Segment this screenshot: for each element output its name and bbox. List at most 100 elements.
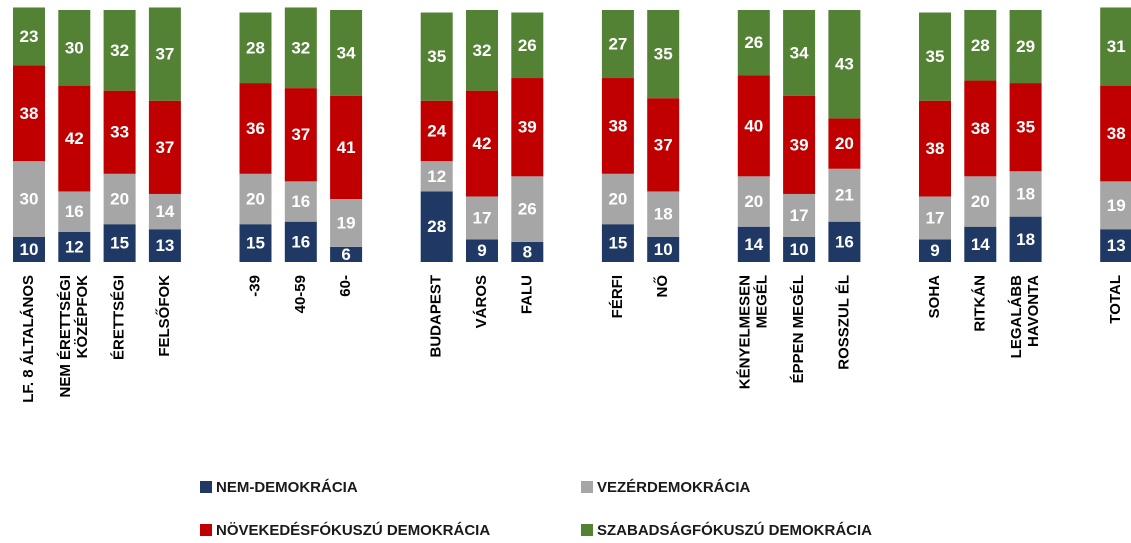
data-label: 28 — [971, 36, 990, 55]
bar-segment — [13, 161, 45, 237]
data-label: 15 — [608, 234, 627, 253]
x-tick-label: 60- — [337, 275, 354, 297]
x-tick-label: -39 — [246, 275, 263, 297]
bar-segment — [1100, 85, 1131, 182]
bar-segment — [103, 10, 136, 91]
data-label: 10 — [20, 240, 39, 259]
data-label: 17 — [790, 206, 809, 225]
data-label: 9 — [930, 241, 939, 260]
bar-segment — [964, 176, 997, 227]
data-label: 32 — [473, 41, 492, 60]
data-label: 41 — [337, 138, 356, 157]
bar-segment — [284, 221, 317, 262]
data-label: 24 — [427, 121, 446, 140]
bar-segment — [466, 10, 498, 91]
data-label: 30 — [20, 189, 39, 208]
x-tick-label: 40-59 — [292, 275, 309, 313]
data-label: 38 — [608, 116, 627, 135]
data-label: 17 — [926, 208, 945, 227]
bar-segment — [511, 78, 544, 177]
bar-segment — [148, 100, 181, 194]
data-label: 16 — [291, 232, 310, 251]
data-label: 34 — [337, 43, 356, 62]
data-label: 32 — [291, 38, 310, 57]
bar-segment — [964, 80, 997, 177]
bar-segment — [330, 95, 363, 199]
bar-segment — [601, 10, 634, 79]
data-label: 35 — [427, 47, 446, 66]
bar-segment — [1009, 171, 1042, 217]
data-label: 26 — [744, 33, 763, 52]
data-label: 14 — [971, 235, 990, 254]
data-label: 31 — [1107, 37, 1126, 56]
bar-segment — [1009, 216, 1042, 262]
data-label: 26 — [518, 200, 537, 219]
legend-label: NÖVEKEDÉSFÓKUSZÚ DEMOKRÁCIA — [216, 521, 490, 538]
data-label: 35 — [926, 47, 945, 66]
bar-segment — [601, 173, 634, 225]
x-tick-label: FELSŐFOK — [155, 275, 173, 357]
x-tick-label: SOHA — [926, 275, 943, 319]
legend-swatch — [581, 481, 593, 493]
x-tick-label: RITKÁN — [971, 275, 988, 332]
data-label: 27 — [608, 35, 627, 54]
data-label: 8 — [523, 242, 532, 261]
bar-segment — [466, 196, 498, 240]
bar-segment — [58, 10, 91, 86]
data-label: 20 — [835, 134, 854, 153]
x-tick-label: NEM ÉRETTSÉGIKÖZÉPFOK — [57, 275, 91, 398]
data-label: 26 — [518, 36, 537, 55]
data-label: 38 — [971, 119, 990, 138]
bar-segment — [58, 85, 91, 192]
x-tick-label: BUDAPEST — [428, 275, 445, 358]
x-tick-label: KÉNYELMESENMEGÉL — [736, 275, 770, 389]
bar-segment — [919, 239, 951, 262]
data-label: 14 — [744, 235, 763, 254]
legend-swatch — [200, 524, 212, 536]
bar-segment — [1009, 83, 1042, 172]
bar-segment — [239, 173, 272, 225]
data-label: 23 — [20, 27, 39, 46]
data-label: 35 — [1016, 118, 1035, 137]
data-label: 15 — [246, 234, 265, 253]
data-label: 16 — [65, 202, 84, 221]
bar-segment — [828, 168, 861, 222]
data-label: 42 — [65, 129, 84, 148]
bar-segment — [148, 229, 181, 262]
data-label: 20 — [608, 189, 627, 208]
data-label: 38 — [1107, 124, 1126, 143]
bar-segment — [601, 224, 634, 262]
x-tick-label: FALU — [518, 275, 535, 314]
bar-segment — [148, 193, 181, 230]
bar-segment — [466, 90, 498, 197]
bar-segment — [103, 224, 136, 262]
data-label: 12 — [65, 237, 84, 256]
bar-segment — [103, 90, 136, 174]
x-tick-label: ROSSZUL ÉL — [835, 275, 852, 370]
x-tick-label: TOTAL — [1107, 275, 1124, 324]
bar-segment — [420, 191, 453, 262]
bar-segment — [58, 231, 91, 262]
data-label: 40 — [744, 116, 763, 135]
data-label: 38 — [926, 139, 945, 158]
x-tick-label: NŐ — [653, 275, 671, 298]
data-label: 18 — [654, 205, 673, 224]
data-label: 39 — [518, 118, 537, 137]
data-label: 14 — [155, 202, 174, 221]
bar-segment — [828, 221, 861, 262]
data-label: 13 — [155, 236, 174, 255]
x-tick-label: VÁROS — [473, 275, 490, 328]
data-label: 38 — [20, 104, 39, 123]
bar-segment — [1100, 181, 1131, 230]
data-label: 20 — [744, 192, 763, 211]
x-tick-label: ÉPPEN MEGÉL — [790, 275, 807, 383]
data-label: 9 — [477, 241, 486, 260]
bar-segment — [1100, 229, 1131, 262]
bar-segment — [737, 226, 770, 262]
bar-segment — [420, 12, 453, 101]
data-label: 13 — [1107, 236, 1126, 255]
data-label: 16 — [291, 192, 310, 211]
bar-segment — [919, 196, 951, 240]
bar-segment — [783, 236, 816, 262]
